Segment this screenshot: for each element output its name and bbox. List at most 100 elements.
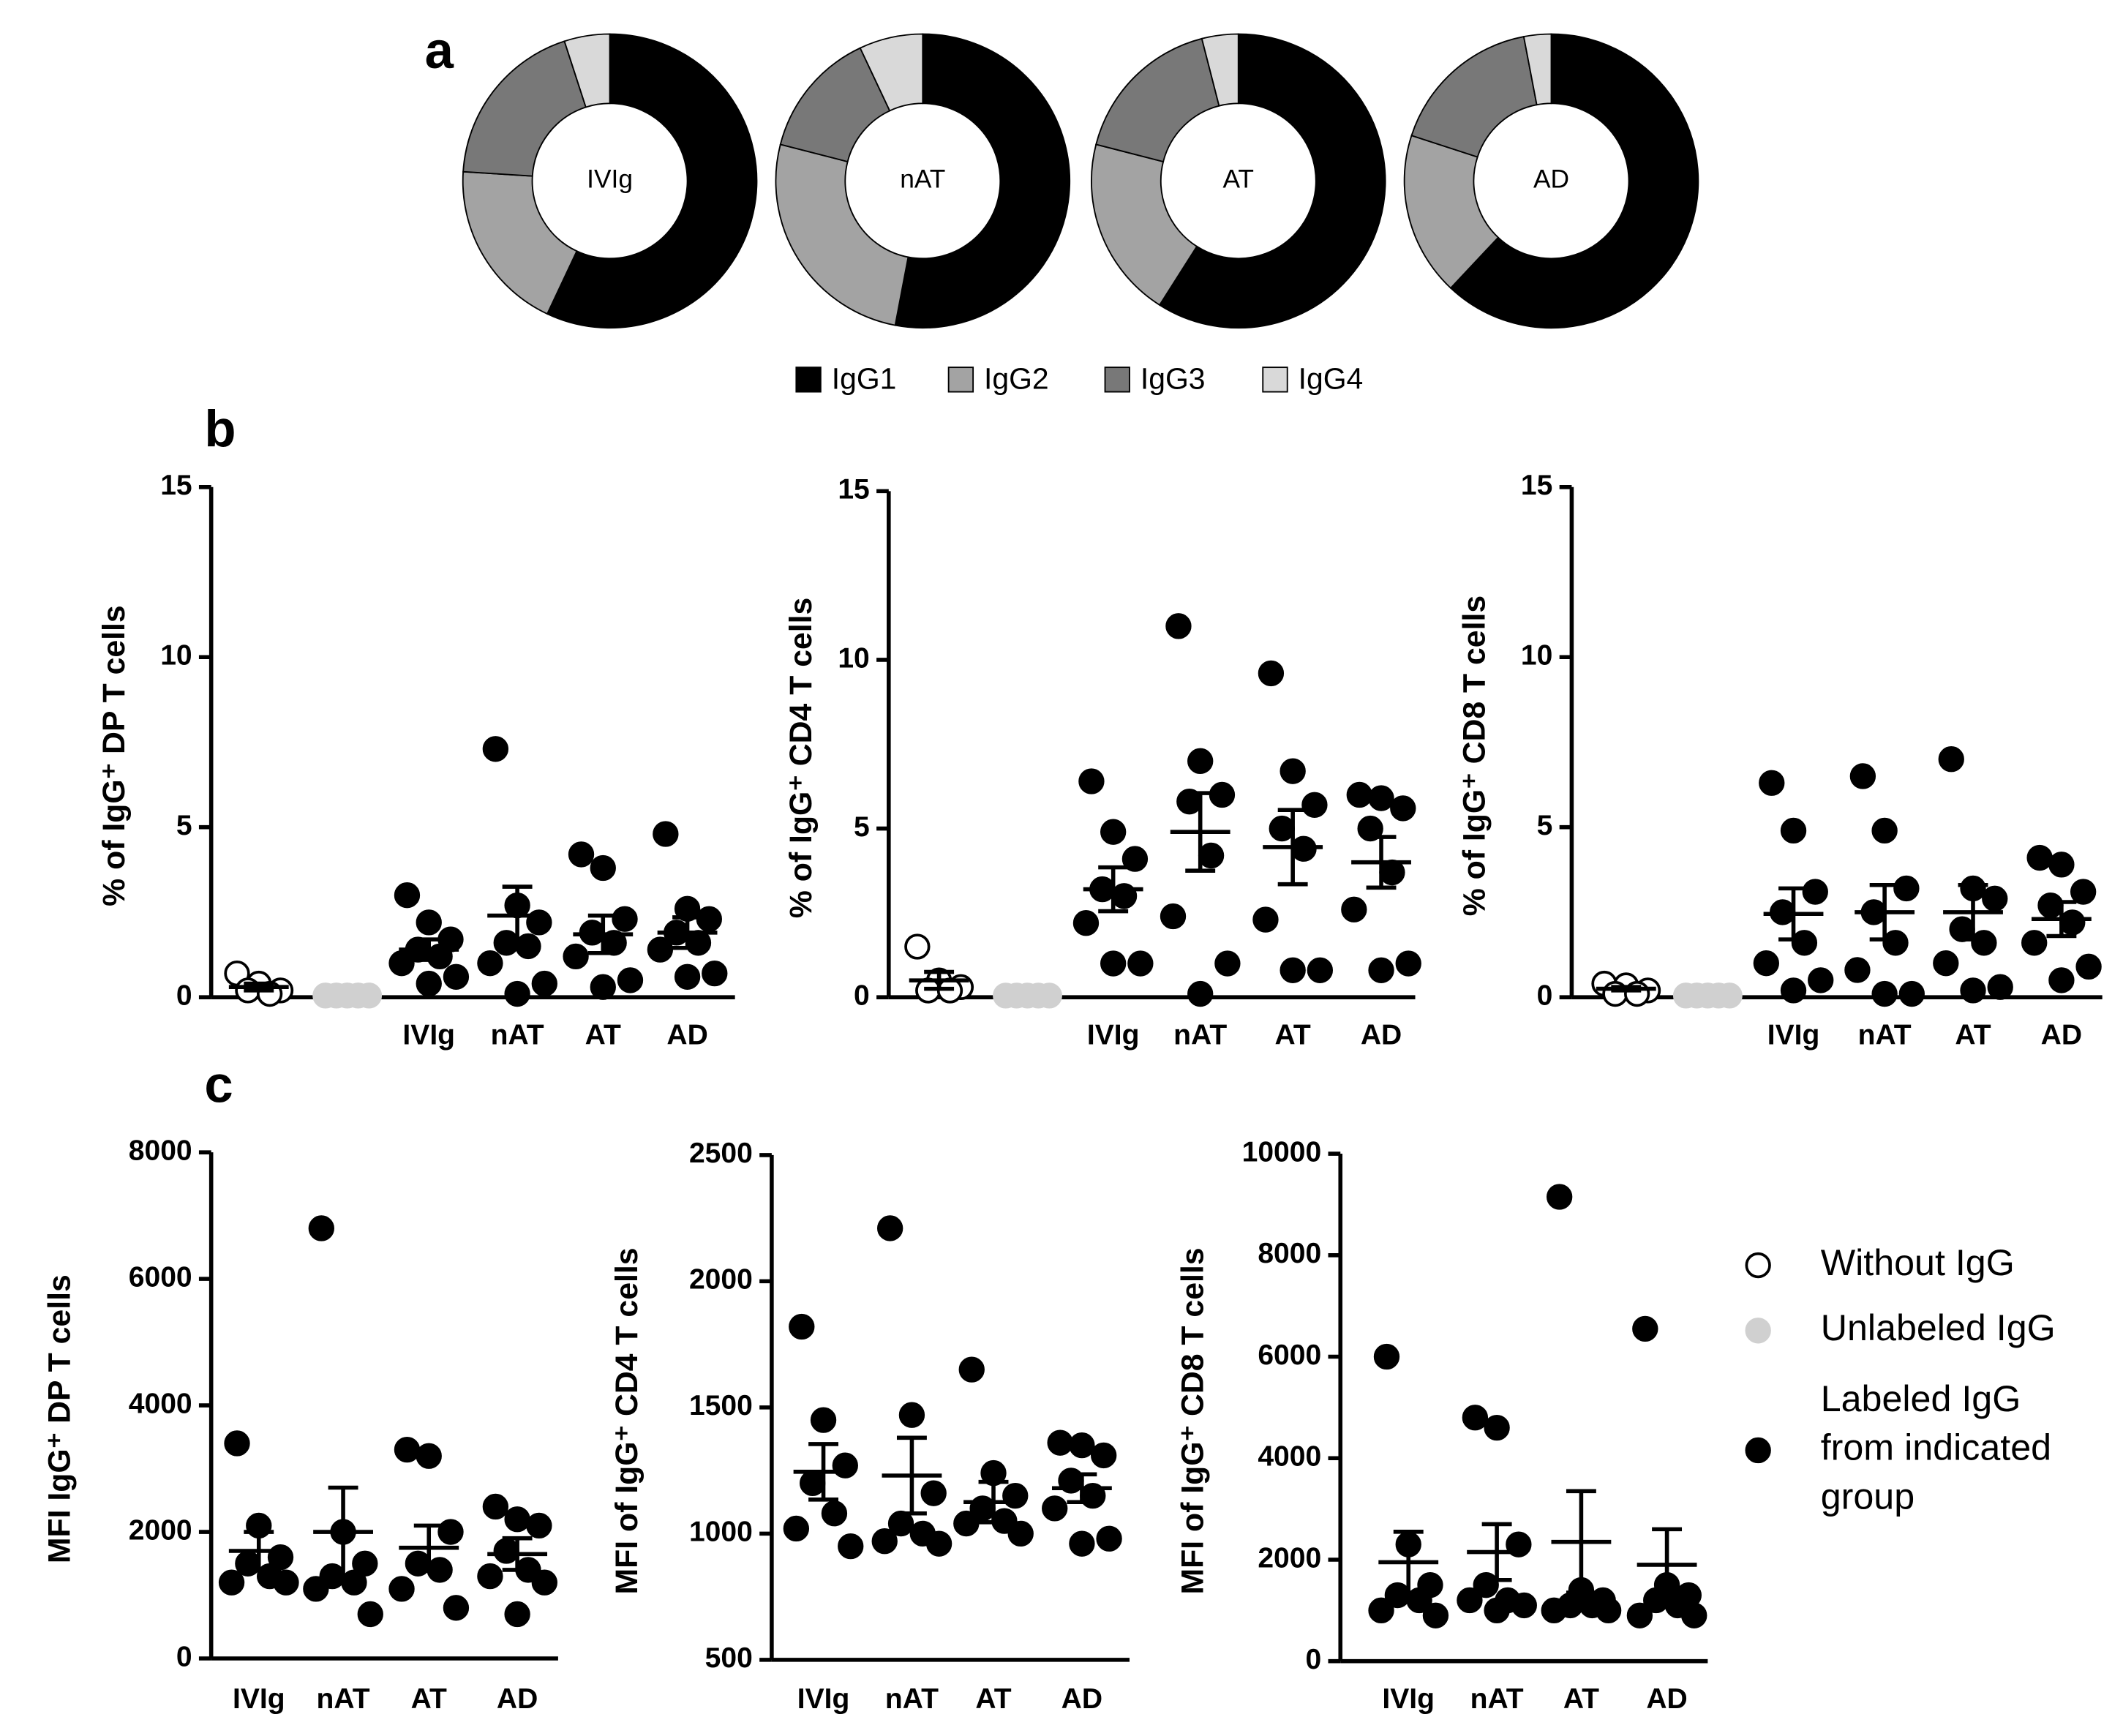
donut-segment [1522, 33, 1552, 106]
legend-marker [1745, 1437, 1771, 1464]
data-point [1982, 885, 2008, 912]
x-tick-label: AD [666, 1019, 707, 1051]
data-point [477, 1563, 503, 1590]
x-tick-label: nAT [1470, 1683, 1524, 1715]
legend-marker [1745, 1318, 1771, 1344]
data-point [303, 1576, 329, 1602]
y-tick-label: 5 [176, 810, 192, 841]
data-point [1346, 781, 1372, 808]
y-tick-label: 5 [1537, 810, 1553, 841]
data-point [1753, 950, 1780, 977]
data-point [1511, 1592, 1537, 1619]
x-tick-label: IVIg [402, 1019, 455, 1051]
data-point [617, 967, 644, 993]
data-point [1301, 792, 1328, 818]
data-point [1341, 896, 1367, 923]
data-point [1949, 916, 1975, 942]
data-point [388, 1576, 415, 1602]
data-point [2059, 909, 2086, 936]
data-point [357, 1601, 383, 1628]
data-point [388, 950, 415, 977]
data-point [674, 963, 701, 990]
data-point [352, 1550, 378, 1577]
data-point [1422, 1602, 1449, 1628]
donut-segment [462, 170, 578, 315]
data-point [1546, 1184, 1573, 1210]
y-axis-label: MFI of IgG⁺ CD8 T cells [1176, 1247, 1211, 1594]
y-tick-label: 0 [1305, 1644, 1321, 1675]
data-point [2048, 967, 2075, 993]
data-point [477, 950, 503, 977]
x-tick-label: AT [411, 1683, 447, 1715]
data-point [531, 1569, 557, 1596]
data-point [1933, 950, 1959, 977]
y-tick-label: 8000 [1258, 1238, 1321, 1269]
data-point [1871, 817, 1898, 844]
data-point [789, 1313, 815, 1340]
data-point [1898, 980, 1925, 1007]
data-point [493, 1538, 519, 1564]
data-point [1791, 930, 1818, 956]
y-tick-label: 15 [160, 470, 192, 501]
data-point [1541, 1597, 1567, 1624]
data-point [394, 882, 421, 909]
y-tick-label: 0 [176, 1641, 192, 1672]
data-point [925, 1530, 952, 1557]
data-point [1626, 1602, 1653, 1628]
data-point [685, 930, 712, 956]
data-point [308, 1215, 334, 1241]
data-point [1368, 957, 1394, 983]
y-tick-label: 8000 [129, 1135, 192, 1166]
legend-swatch [795, 367, 822, 393]
donut-segment [1200, 33, 1239, 107]
data-point [1042, 1495, 1068, 1522]
data-point [647, 936, 674, 963]
data-point [1100, 950, 1127, 977]
legend-label: group [1821, 1476, 1915, 1517]
data-point [1960, 977, 1986, 1004]
data-point [416, 909, 442, 936]
data-point [2021, 930, 2048, 956]
data-point [1214, 950, 1241, 977]
data-point [1780, 817, 1807, 844]
y-tick-label: 4000 [1258, 1441, 1321, 1473]
data-point [1987, 974, 2013, 1000]
x-tick-label: IVIg [1767, 1019, 1820, 1051]
panel-label: c [204, 1055, 233, 1113]
data-point [1047, 1429, 1073, 1456]
data-point [504, 1506, 530, 1533]
data-point [416, 970, 442, 997]
y-tick-label: 10 [1521, 640, 1552, 672]
data-point [273, 1569, 299, 1596]
x-tick-label: AD [1646, 1683, 1687, 1715]
data-point [1368, 785, 1394, 811]
data-point [1462, 1405, 1489, 1431]
data-point [1484, 1414, 1510, 1441]
data-point [568, 841, 595, 868]
donut-segment [775, 143, 909, 326]
y-tick-label: 2000 [1258, 1542, 1321, 1574]
data-point [1307, 957, 1334, 983]
data-point [1484, 1597, 1510, 1624]
data-point [1252, 906, 1279, 933]
donut-label: IVIg [587, 165, 633, 194]
y-axis-label: % of IgG⁺ CD8 T cells [1457, 595, 1492, 916]
donut-label: AT [1222, 165, 1254, 194]
data-point [1595, 1597, 1622, 1624]
data-point [1280, 758, 1306, 784]
legend-label: from indicated [1821, 1427, 2051, 1468]
data-point [1373, 1343, 1400, 1370]
y-tick-label: 2000 [689, 1264, 753, 1296]
x-tick-label: AT [585, 1019, 621, 1051]
data-point [1938, 746, 1964, 773]
data-point [1069, 1432, 1095, 1459]
data-point [526, 1512, 552, 1539]
data-point [1368, 1597, 1394, 1624]
donut-label: AD [1533, 165, 1569, 194]
x-tick-label: AD [1361, 1019, 1402, 1051]
data-point [871, 1528, 898, 1555]
data-point [2026, 844, 2053, 871]
data-point [904, 933, 931, 960]
data-point [1457, 1587, 1483, 1614]
data-point [443, 1595, 470, 1621]
